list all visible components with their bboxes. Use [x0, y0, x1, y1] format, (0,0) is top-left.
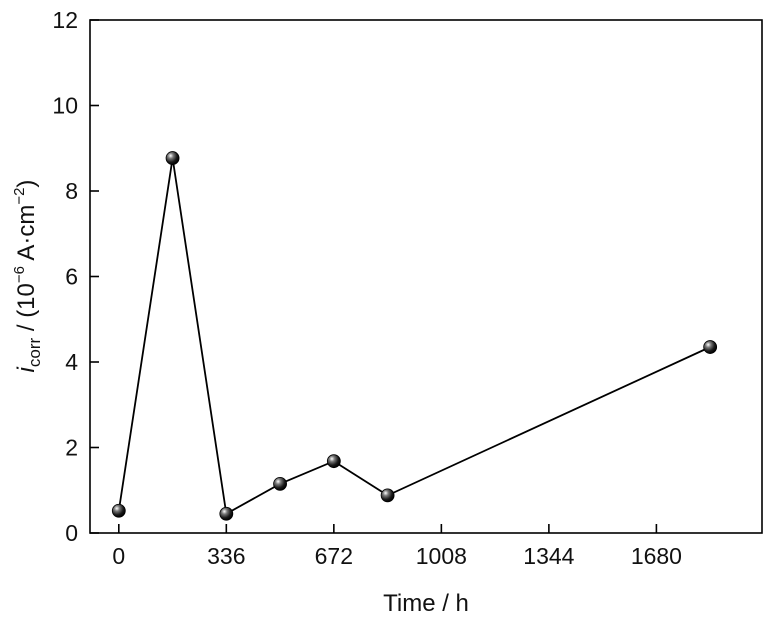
series-line-group — [117, 157, 711, 516]
y-axis-title-variable: i — [13, 366, 40, 372]
x-axis-title: Time / h — [383, 590, 469, 617]
data-point — [380, 488, 395, 503]
series-line — [117, 157, 711, 516]
data-point-markers — [111, 151, 718, 521]
data-point — [273, 476, 287, 491]
y-axis-ticks: 0 2 4 6 8 10 12 — [52, 7, 99, 546]
data-point — [703, 340, 718, 354]
y-tick-label: 8 — [65, 178, 78, 204]
y-tick-label: 6 — [65, 264, 78, 290]
x-tick-label: 336 — [207, 543, 245, 569]
y-tick-label: 2 — [65, 435, 78, 461]
x-tick-label: 1680 — [631, 543, 682, 569]
y-axis-title-unit-close: ) — [13, 180, 40, 188]
y-axis-title-unit-mid: A·cm — [13, 205, 40, 266]
y-axis-title-exponent-2: −2 — [11, 188, 28, 205]
data-point — [219, 506, 234, 521]
y-axis-title: icorr / (10−6 A·cm−2) — [11, 180, 44, 373]
data-point — [111, 503, 126, 518]
y-tick-label: 0 — [65, 520, 78, 546]
y-tick-label: 4 — [65, 349, 78, 375]
x-tick-label: 1008 — [416, 543, 467, 569]
x-axis-ticks: 0 336 672 1008 1344 1680 — [112, 524, 682, 569]
y-tick-label: 10 — [52, 93, 78, 119]
y-axis-title-subscript: corr — [25, 337, 44, 367]
y-axis-title-exponent-1: −6 — [11, 266, 28, 283]
y-tick-label: 12 — [52, 7, 78, 33]
data-point — [326, 454, 341, 469]
x-tick-label: 672 — [315, 543, 353, 569]
x-tick-label: 1344 — [523, 543, 574, 569]
data-point — [165, 151, 180, 165]
x-tick-label: 0 — [112, 543, 125, 569]
y-axis-title-unit-open: / (10 — [13, 283, 40, 338]
